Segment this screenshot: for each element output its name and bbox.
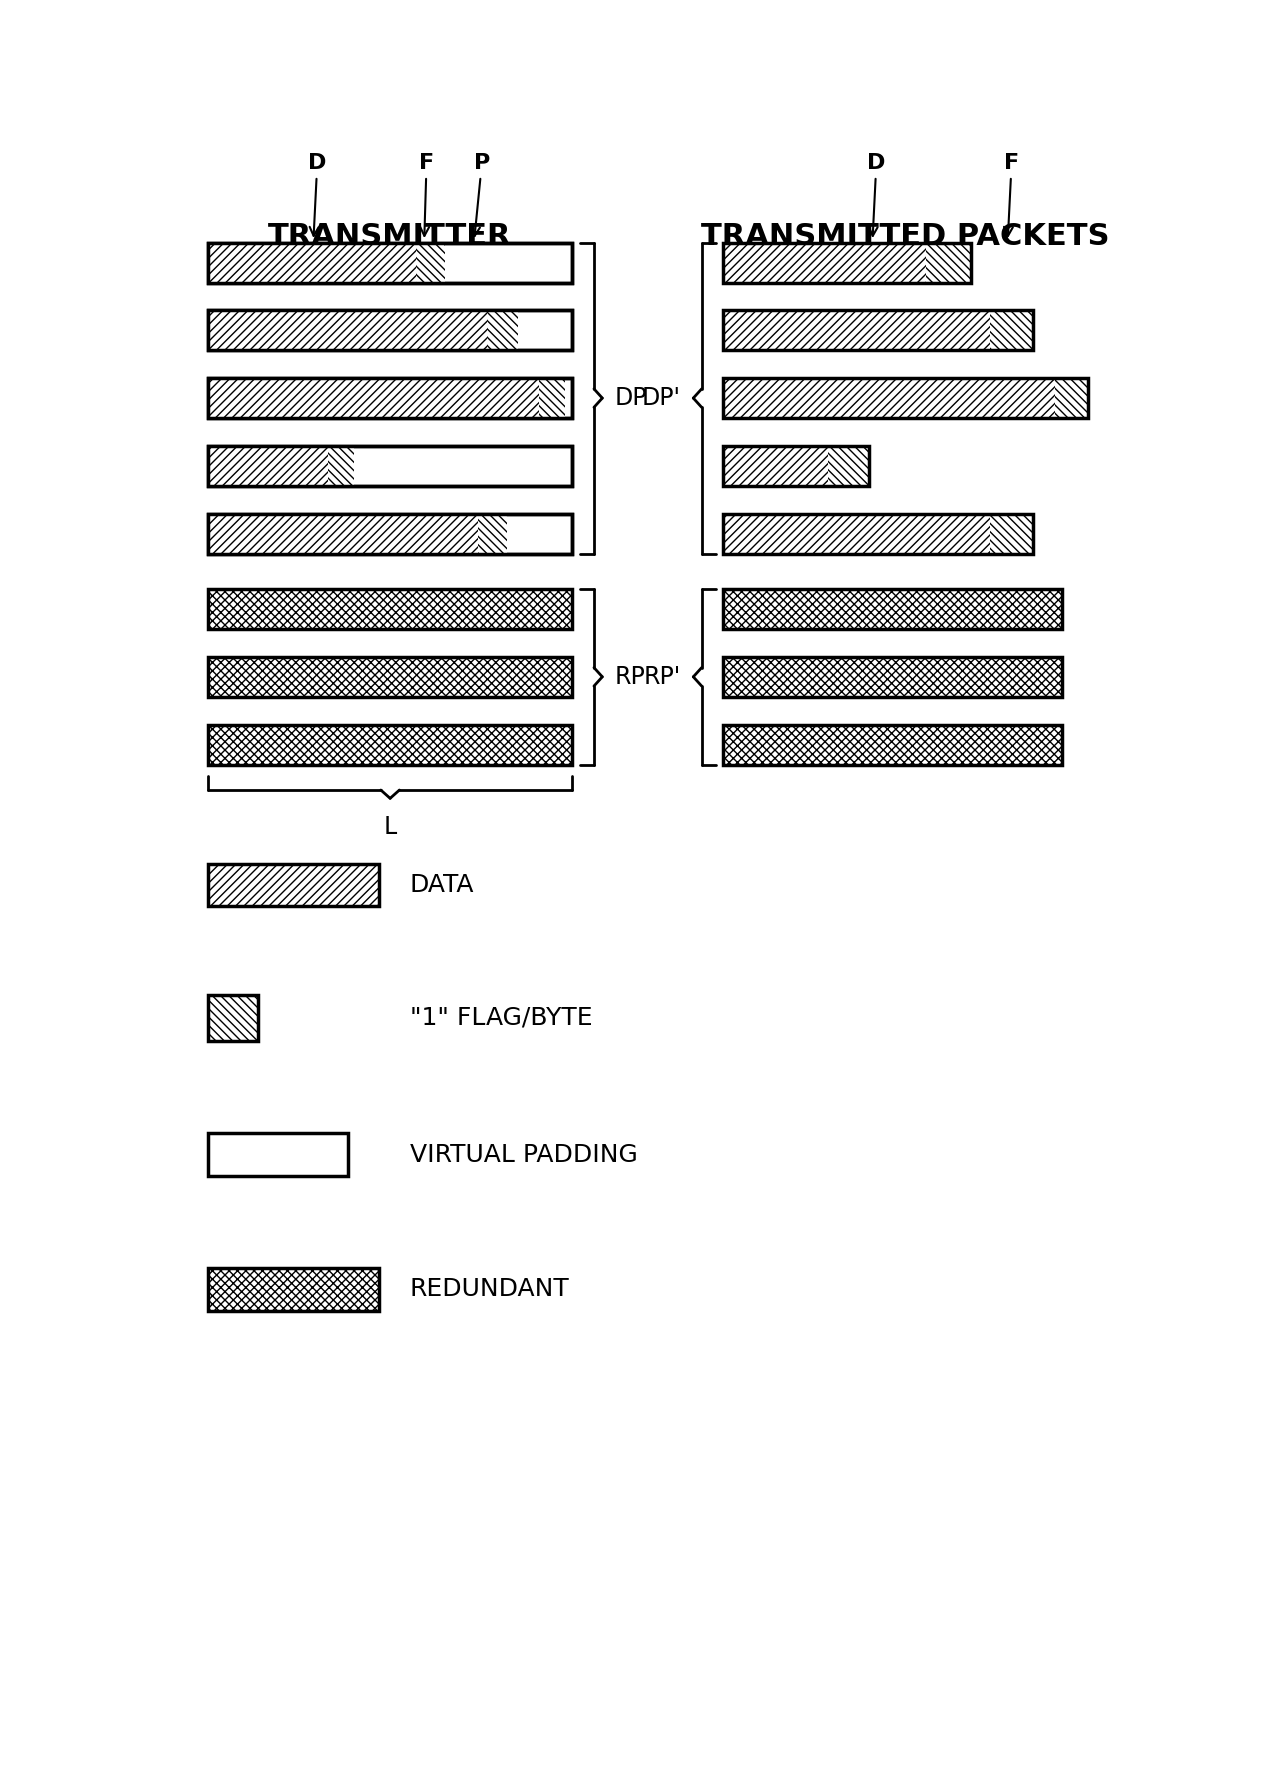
Bar (724, 514, 990, 554)
Text: DP: DP (615, 386, 647, 411)
Bar (724, 724, 1062, 765)
Text: P: P (472, 154, 491, 236)
Bar (208, 310, 572, 351)
Bar (540, 377, 565, 418)
Text: DATA: DATA (410, 873, 474, 898)
Bar (208, 310, 488, 351)
Bar (208, 657, 572, 696)
Text: REDUNDANT: REDUNDANT (410, 1277, 569, 1302)
Bar (1055, 377, 1088, 418)
Bar (990, 310, 1033, 351)
Bar (208, 377, 572, 418)
Bar (208, 724, 572, 765)
Text: D: D (868, 154, 885, 236)
Bar (478, 514, 507, 554)
Bar (208, 243, 416, 283)
Bar (208, 864, 378, 907)
Bar (724, 446, 828, 485)
Bar (208, 514, 572, 554)
Bar (208, 514, 572, 554)
Text: TRANSMITTED PACKETS: TRANSMITTED PACKETS (701, 221, 1110, 251)
Bar (724, 590, 1062, 629)
Text: DP': DP' (642, 386, 681, 411)
Bar (488, 310, 517, 351)
Bar (208, 1268, 378, 1311)
Bar (724, 377, 1088, 418)
Bar (328, 446, 353, 485)
Bar (208, 243, 572, 283)
Bar (208, 377, 540, 418)
Bar (724, 377, 1055, 418)
Bar (208, 310, 572, 351)
Bar (208, 1133, 348, 1176)
Bar (208, 446, 328, 485)
Text: F: F (1004, 154, 1019, 236)
Bar (724, 310, 990, 351)
Bar (724, 514, 1033, 554)
Bar (208, 377, 572, 418)
Bar (990, 514, 1033, 554)
Bar (208, 514, 478, 554)
Text: D: D (308, 154, 327, 236)
Bar (208, 446, 572, 485)
Bar (208, 446, 572, 485)
Bar (724, 243, 927, 283)
Text: VIRTUAL PADDING: VIRTUAL PADDING (410, 1142, 637, 1167)
Bar (724, 310, 1033, 351)
Bar (927, 243, 971, 283)
Text: L: L (383, 815, 397, 839)
Text: F: F (419, 154, 434, 236)
Bar (724, 446, 869, 485)
Text: "1" FLAG/BYTE: "1" FLAG/BYTE (410, 1006, 593, 1031)
Text: RP': RP' (643, 664, 681, 689)
Bar (724, 657, 1062, 696)
Bar (208, 590, 572, 629)
Bar (208, 995, 259, 1041)
Bar (724, 243, 971, 283)
Text: RP: RP (615, 664, 646, 689)
Bar (828, 446, 869, 485)
Bar (416, 243, 445, 283)
Text: TRANSMITTER: TRANSMITTER (269, 221, 512, 251)
Bar (208, 243, 572, 283)
